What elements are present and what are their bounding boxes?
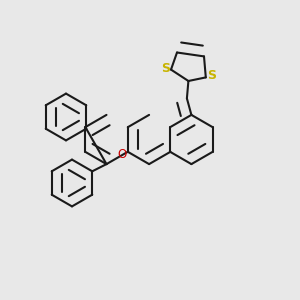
- Text: S: S: [207, 69, 216, 82]
- Text: O: O: [117, 148, 126, 161]
- Text: S: S: [161, 61, 170, 75]
